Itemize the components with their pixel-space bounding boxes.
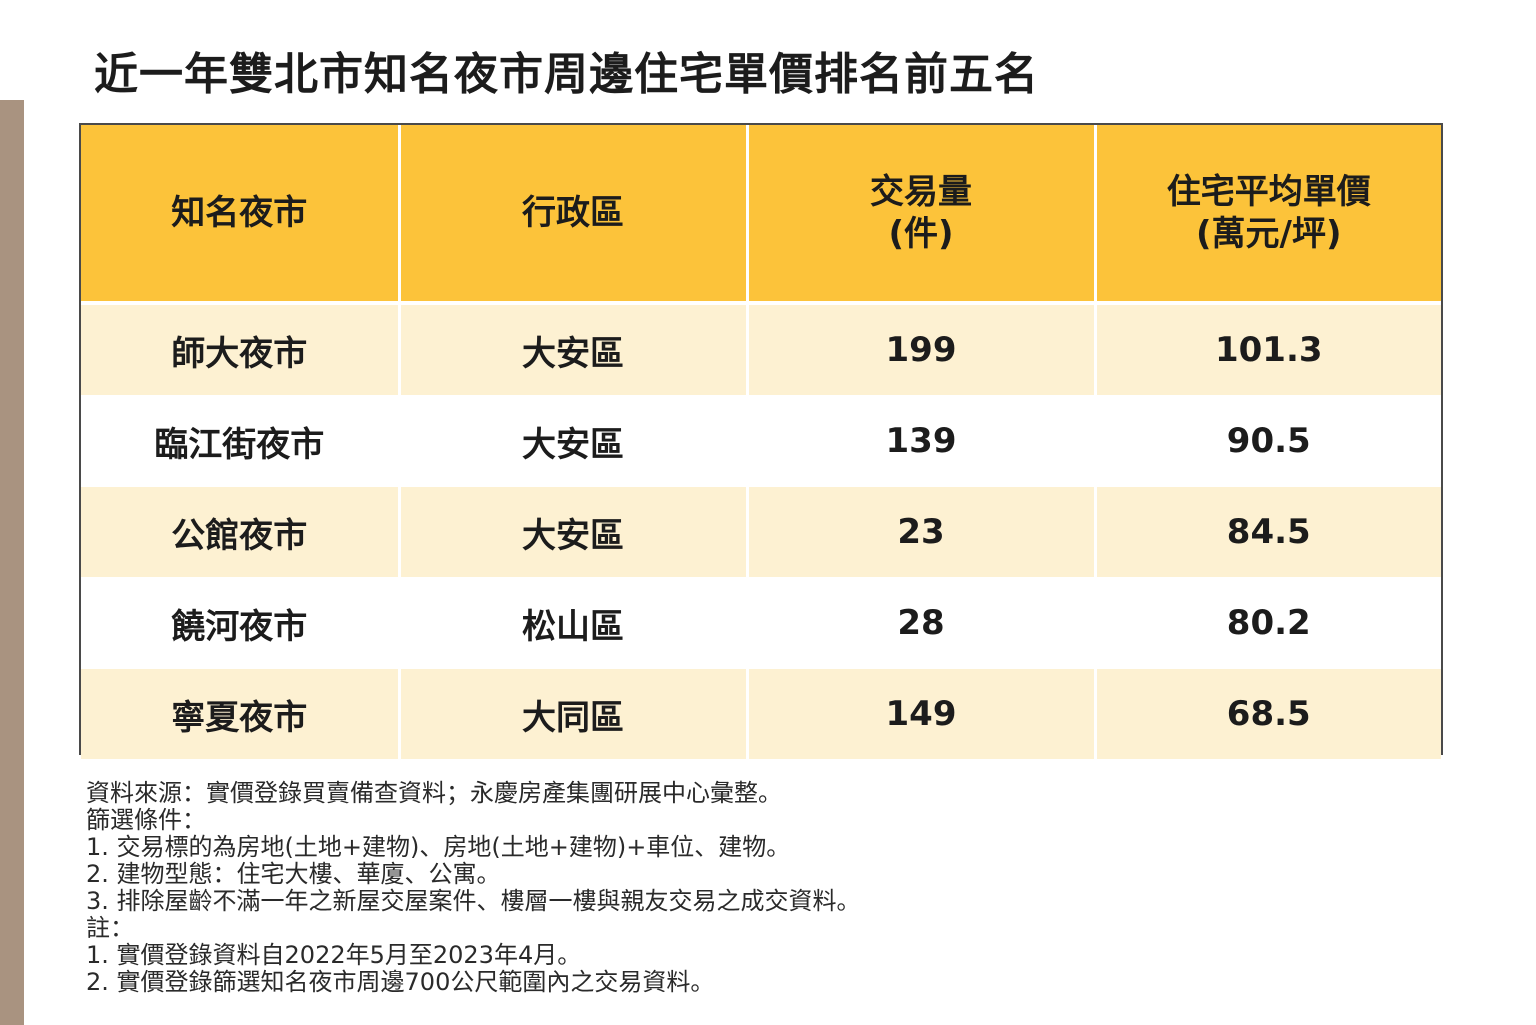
cell-district: 大安區 <box>399 395 749 487</box>
table-row: 師大夜市 大安區 199 101.3 <box>81 303 1441 396</box>
cell-market: 師大夜市 <box>81 303 401 396</box>
cell-price: 68.5 <box>1095 668 1441 760</box>
page-title: 近一年雙北市知名夜市周邊住宅單價排名前五名 <box>94 49 1039 100</box>
header-volume-label: 交易量 <box>870 172 972 212</box>
cell-district: 大安區 <box>399 486 749 578</box>
ranking-table: 知名夜市 行政區 交易量 (件) 住宅平均單價 (萬元/坪) 師大夜市 大安區 <box>79 123 1443 760</box>
table-row: 公館夜市 大安區 23 84.5 <box>81 486 1441 578</box>
header-price-label: 住宅平均單價 <box>1166 172 1371 212</box>
header-market: 知名夜市 <box>81 125 401 305</box>
cell-market: 臨江街夜市 <box>81 395 401 487</box>
cell-market: 寧夏夜市 <box>81 668 401 760</box>
cell-market: 公館夜市 <box>81 486 401 578</box>
note-remark-2: 2. 實價登錄篩選知名夜市周邊700公尺範圍內之交易資料。 <box>86 968 715 996</box>
footnotes: 資料來源：實價登錄買賣備查資料；永慶房產集團研展中心彙整。 篩選條件： 1. 交… <box>86 780 861 996</box>
cell-price: 80.2 <box>1095 577 1441 669</box>
cell-volume: 139 <box>747 395 1097 487</box>
header-district-label: 行政區 <box>522 193 624 233</box>
header-volume: 交易量 (件) <box>747 125 1097 305</box>
cell-market: 饒河夜市 <box>81 577 401 669</box>
note-filter-2: 2. 建物型態：住宅大樓、華廈、公寓。 <box>86 860 501 888</box>
header-price-unit: (萬元/坪) <box>1196 214 1342 254</box>
header-market-label: 知名夜市 <box>171 193 308 233</box>
cell-district: 大同區 <box>399 668 749 760</box>
table-row: 臨江街夜市 大安區 139 90.5 <box>81 395 1441 487</box>
cell-price: 90.5 <box>1095 395 1441 487</box>
cell-district: 大安區 <box>399 303 749 396</box>
table-header-row: 知名夜市 行政區 交易量 (件) 住宅平均單價 (萬元/坪) <box>81 125 1441 305</box>
cell-price: 101.3 <box>1095 303 1441 396</box>
cell-volume: 23 <box>747 486 1097 578</box>
note-source: 資料來源：實價登錄買賣備查資料；永慶房產集團研展中心彙整。 <box>86 779 782 807</box>
table-row: 寧夏夜市 大同區 149 68.5 <box>81 668 1441 760</box>
side-accent-bar <box>0 100 24 1025</box>
note-filter-heading: 篩選條件： <box>86 806 206 834</box>
note-remark-heading: 註： <box>86 914 134 942</box>
cell-volume: 199 <box>747 303 1097 396</box>
cell-volume: 28 <box>747 577 1097 669</box>
header-district: 行政區 <box>399 125 749 305</box>
note-filter-3: 3. 排除屋齡不滿一年之新屋交屋案件、樓層一樓與親友交易之成交資料。 <box>86 887 861 915</box>
header-price: 住宅平均單價 (萬元/坪) <box>1095 125 1441 305</box>
cell-volume: 149 <box>747 668 1097 760</box>
cell-district: 松山區 <box>399 577 749 669</box>
cell-price: 84.5 <box>1095 486 1441 578</box>
header-volume-unit: (件) <box>888 214 954 254</box>
table-row: 饒河夜市 松山區 28 80.2 <box>81 577 1441 669</box>
note-remark-1: 1. 實價登錄資料自2022年5月至2023年4月。 <box>86 941 582 969</box>
note-filter-1: 1. 交易標的為房地(土地+建物)、房地(土地+建物)+車位、建物。 <box>86 833 791 861</box>
